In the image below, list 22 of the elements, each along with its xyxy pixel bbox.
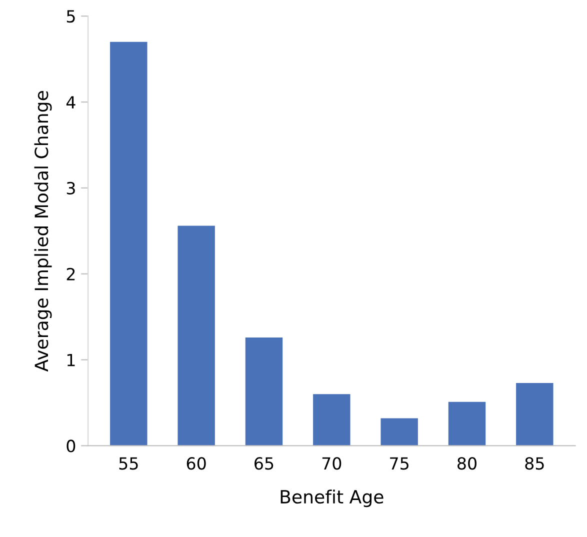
x-tick-label: 65	[254, 457, 274, 470]
bar	[516, 382, 554, 446]
x-tick-label: 85	[525, 457, 544, 470]
y-tick-label: 5	[66, 10, 75, 23]
bar	[313, 394, 350, 446]
y-tick-label: 4	[66, 96, 76, 108]
y-tick-label: 3	[66, 182, 75, 195]
bar	[380, 418, 418, 446]
bar	[178, 226, 215, 446]
y-tick-label: 2	[66, 268, 75, 280]
y-tick-label: 0	[66, 440, 76, 452]
x-axis-title: Benefit Age	[280, 490, 384, 508]
x-tick-label: 75	[390, 457, 408, 470]
bar	[448, 402, 486, 446]
y-axis-title: Average Implied Modal Change	[34, 91, 52, 372]
bar	[245, 337, 283, 446]
x-tick-label: 60	[186, 457, 206, 470]
bar	[110, 42, 148, 446]
x-tick-label: 80	[458, 457, 476, 470]
x-tick-label: 55	[119, 457, 138, 470]
y-tick-label: 1	[67, 354, 75, 366]
x-tick-label: 70	[322, 457, 342, 470]
